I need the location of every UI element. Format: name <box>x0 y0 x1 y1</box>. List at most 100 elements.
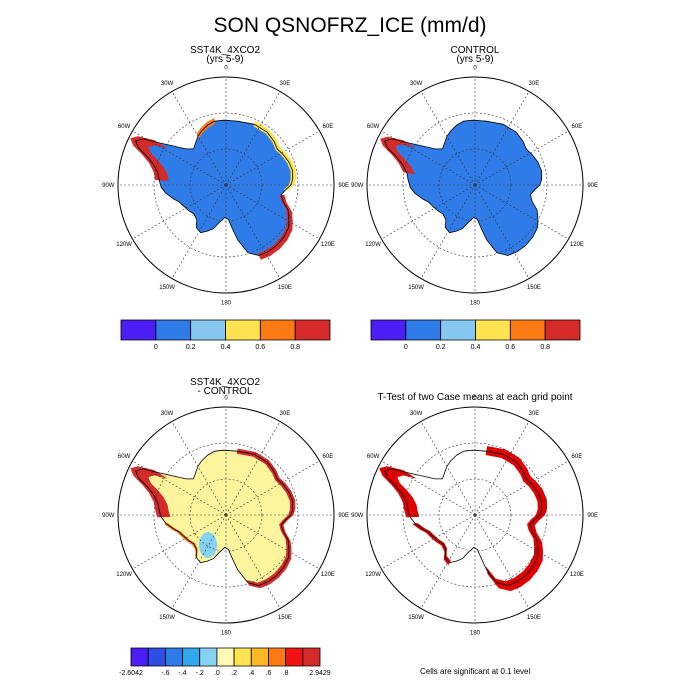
longitude-label: 180 <box>221 631 232 637</box>
longitude-label: 120W <box>365 572 381 578</box>
longitude-label: 120W <box>365 242 381 248</box>
colorbar-tick-label: 0.8 <box>540 344 550 351</box>
colorbar-tick-label: .0 <box>214 670 220 677</box>
meridian-line <box>225 514 281 609</box>
longitude-label: 90W <box>102 513 115 519</box>
colorbar-swatch <box>405 319 442 341</box>
meridian-line <box>171 91 227 186</box>
panel-4-title: T-Test of two Case means at each grid po… <box>360 392 590 403</box>
map-boundary-circle <box>117 76 335 294</box>
longitude-label: 30E <box>529 81 540 87</box>
longitude-label: 30W <box>161 81 174 87</box>
colorbar-swatch <box>509 319 546 341</box>
meridian-line <box>225 184 320 240</box>
longitude-label: 150E <box>278 285 292 291</box>
longitude-label: 120E <box>570 242 584 248</box>
colorbar-tick-label: -2.6042 <box>119 670 143 677</box>
longitude-label: 150E <box>278 615 292 621</box>
meridian-line <box>420 514 476 609</box>
panel-1-title-line2: (yrs 5-9) <box>206 54 244 65</box>
negative-anomaly-patch <box>199 532 217 558</box>
longitude-label: 0 <box>224 395 228 401</box>
coastal-band-yellow <box>253 121 296 191</box>
colorbar-tick-label: 0.6 <box>505 344 515 351</box>
colorbar-tick-label: 0.2 <box>186 344 196 351</box>
colorbar-swatch <box>164 647 183 667</box>
meridian-line <box>171 184 227 279</box>
longitude-label: 150E <box>527 615 541 621</box>
coastline <box>135 449 294 586</box>
map-boundary-circle <box>366 76 584 294</box>
longitude-label: 120E <box>570 572 584 578</box>
meridian-line <box>474 130 569 186</box>
colorbar-swatch <box>259 319 296 341</box>
colorbar-swatch <box>475 319 511 341</box>
longitude-label: 60W <box>118 124 131 130</box>
meridian-line <box>225 421 281 516</box>
polar-map-1: 0 30E 60E 90E 120E 150E 180 150W 120W 90W 60W 30W <box>102 65 349 306</box>
panel-4-title-line1: T-Test of two Case means at each grid po… <box>377 392 573 403</box>
longitude-label: 60W <box>118 454 131 460</box>
panel-3-title-line1: SST4K_4XCO2 <box>189 377 261 388</box>
colorbar-swatch <box>294 319 331 341</box>
meridian-line <box>420 421 476 516</box>
coastal-band-red-east <box>236 448 296 589</box>
longitude-label: 120W <box>116 242 132 248</box>
longitude-label: 30E <box>280 81 291 87</box>
longitude-label: 90W <box>351 513 364 519</box>
colorbar-abs-left: 0 0.2 0.4 0.6 0.8 <box>120 319 331 351</box>
colorbar-tick-label: 0.8 <box>290 344 300 351</box>
longitude-label: 30W <box>410 81 423 87</box>
colorbar-swatch <box>250 647 269 667</box>
colorbar-swatch <box>120 319 157 341</box>
meridian-line <box>132 130 227 186</box>
colorbar-tick-label: 0.4 <box>221 344 231 351</box>
longitude-label: 0 <box>473 65 477 71</box>
graticule <box>118 77 334 293</box>
colorbar-swatch <box>130 647 149 667</box>
colorbar-tick-label: .8 <box>283 670 289 677</box>
colorbar-swatch <box>268 647 287 667</box>
longitude-label: 30E <box>529 411 540 417</box>
meridian-line <box>171 514 227 609</box>
longitude-label: 90E <box>338 513 349 519</box>
colorbar-swatch <box>225 319 261 341</box>
colorbar-swatch <box>302 647 321 667</box>
longitude-label: 30E <box>280 411 291 417</box>
longitude-label: 120E <box>321 242 335 248</box>
longitude-label: 120E <box>321 572 335 578</box>
panel-3-title-line2: - CONTROL <box>197 386 253 397</box>
panel-2-title-line2: (yrs 5-9) <box>456 54 494 65</box>
meridian-line <box>420 91 476 186</box>
antarctica-land-fill <box>135 450 293 586</box>
colorbar-swatch <box>199 647 218 667</box>
meridian-line <box>225 460 320 516</box>
longitude-label: 120W <box>116 572 132 578</box>
coastline <box>384 119 543 256</box>
colorbar-tick-label: .4 <box>248 670 254 677</box>
polar-map-4: 0 30E 60E 90E 120E 150E 180 150W 120W 90W 60W 30W <box>351 395 598 636</box>
longitude-label: 90E <box>587 183 598 189</box>
meridian-line <box>474 514 569 570</box>
longitude-label: 150W <box>159 615 175 621</box>
coastal-band-red-east <box>257 194 293 260</box>
colorbar-tick-label: .6 <box>266 670 272 677</box>
meridian-line <box>420 184 476 279</box>
longitude-label: 30W <box>161 411 174 417</box>
panel-3-title: SST4K_4XCO2 - CONTROL <box>150 377 300 397</box>
longitude-label: 180 <box>470 631 481 637</box>
meridian-line <box>225 184 281 279</box>
colorbar-tick-label: 0.6 <box>255 344 265 351</box>
antarctica-land-fill <box>135 120 293 256</box>
coastline <box>135 119 294 256</box>
longitude-label: 60E <box>572 454 583 460</box>
meridian-line <box>474 91 530 186</box>
longitude-label: 90W <box>102 183 115 189</box>
meridian-line <box>381 184 476 240</box>
coastal-band-red <box>130 466 171 518</box>
meridian-line <box>225 130 320 186</box>
colorbar-swatch <box>216 647 235 667</box>
graticule <box>118 407 334 623</box>
colorbar-tick-label: 2.9429 <box>309 670 331 677</box>
coastline <box>384 449 543 586</box>
